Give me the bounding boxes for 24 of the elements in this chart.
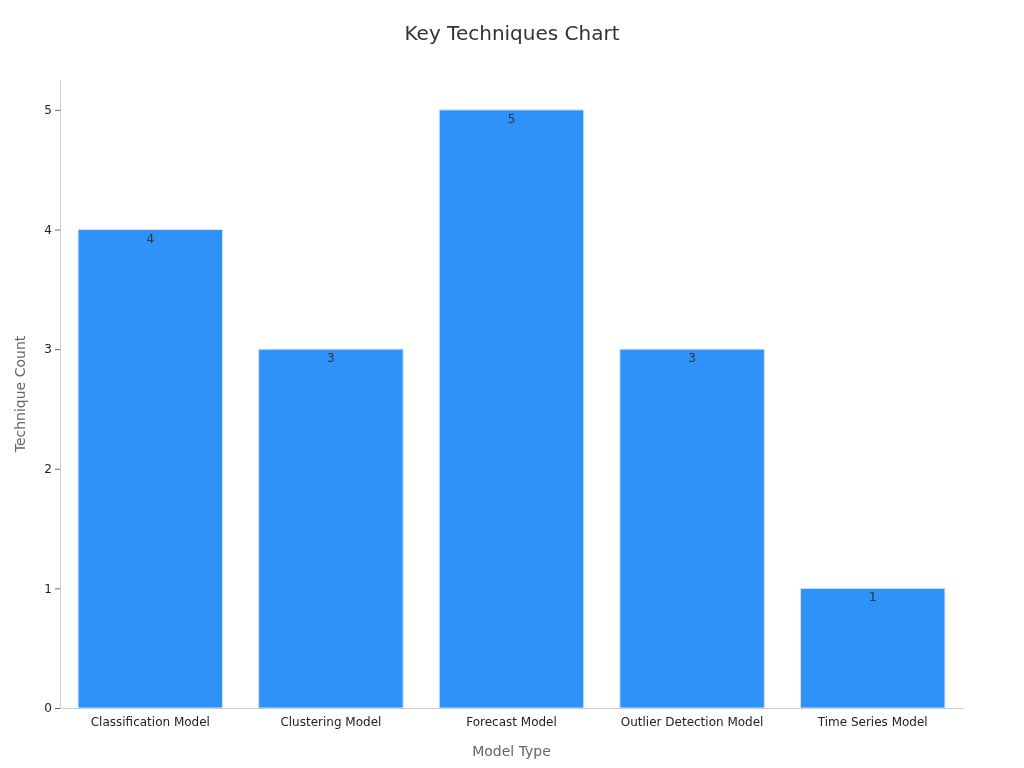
x-axis-title: Model Type bbox=[472, 743, 551, 759]
bar bbox=[619, 348, 765, 709]
chart-title: Key Techniques Chart bbox=[404, 21, 620, 45]
data-label: 1 bbox=[868, 590, 877, 605]
y-tick-label: 1 bbox=[44, 581, 52, 596]
y-tick-label: 5 bbox=[44, 103, 52, 118]
x-tick-label: Time Series Model bbox=[816, 714, 928, 729]
x-tick-label: Forecast Model bbox=[466, 714, 557, 729]
data-label: 3 bbox=[327, 351, 335, 366]
data-label: 5 bbox=[507, 111, 516, 126]
x-tick-label: Classification Model bbox=[90, 714, 210, 729]
data-label: 4 bbox=[146, 231, 155, 246]
bar bbox=[799, 587, 946, 709]
y-tick-label: 4 bbox=[44, 222, 52, 237]
y-tick-label: 3 bbox=[44, 342, 52, 357]
bar bbox=[438, 109, 585, 709]
bar bbox=[77, 229, 224, 709]
y-tick-label: 2 bbox=[44, 462, 52, 477]
x-tick-label: Clustering Model bbox=[280, 714, 382, 729]
bar bbox=[258, 348, 404, 709]
data-label: 3 bbox=[688, 351, 696, 366]
y-axis-title: Technique Count bbox=[12, 335, 28, 454]
y-tick-label: 0 bbox=[44, 701, 52, 716]
x-tick-label: Outlier Detection Model bbox=[620, 714, 764, 729]
